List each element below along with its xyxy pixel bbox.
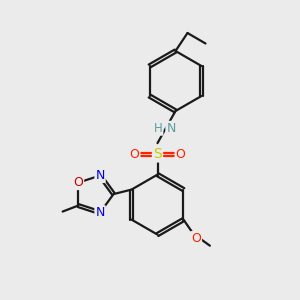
Text: O: O: [73, 176, 83, 189]
Text: N: N: [166, 122, 176, 135]
Text: S: S: [153, 148, 162, 161]
Text: O: O: [130, 148, 139, 161]
Text: O: O: [176, 148, 185, 161]
Text: N: N: [95, 169, 105, 182]
Text: H: H: [154, 122, 163, 135]
Text: N: N: [95, 206, 105, 219]
Text: O: O: [191, 232, 201, 245]
